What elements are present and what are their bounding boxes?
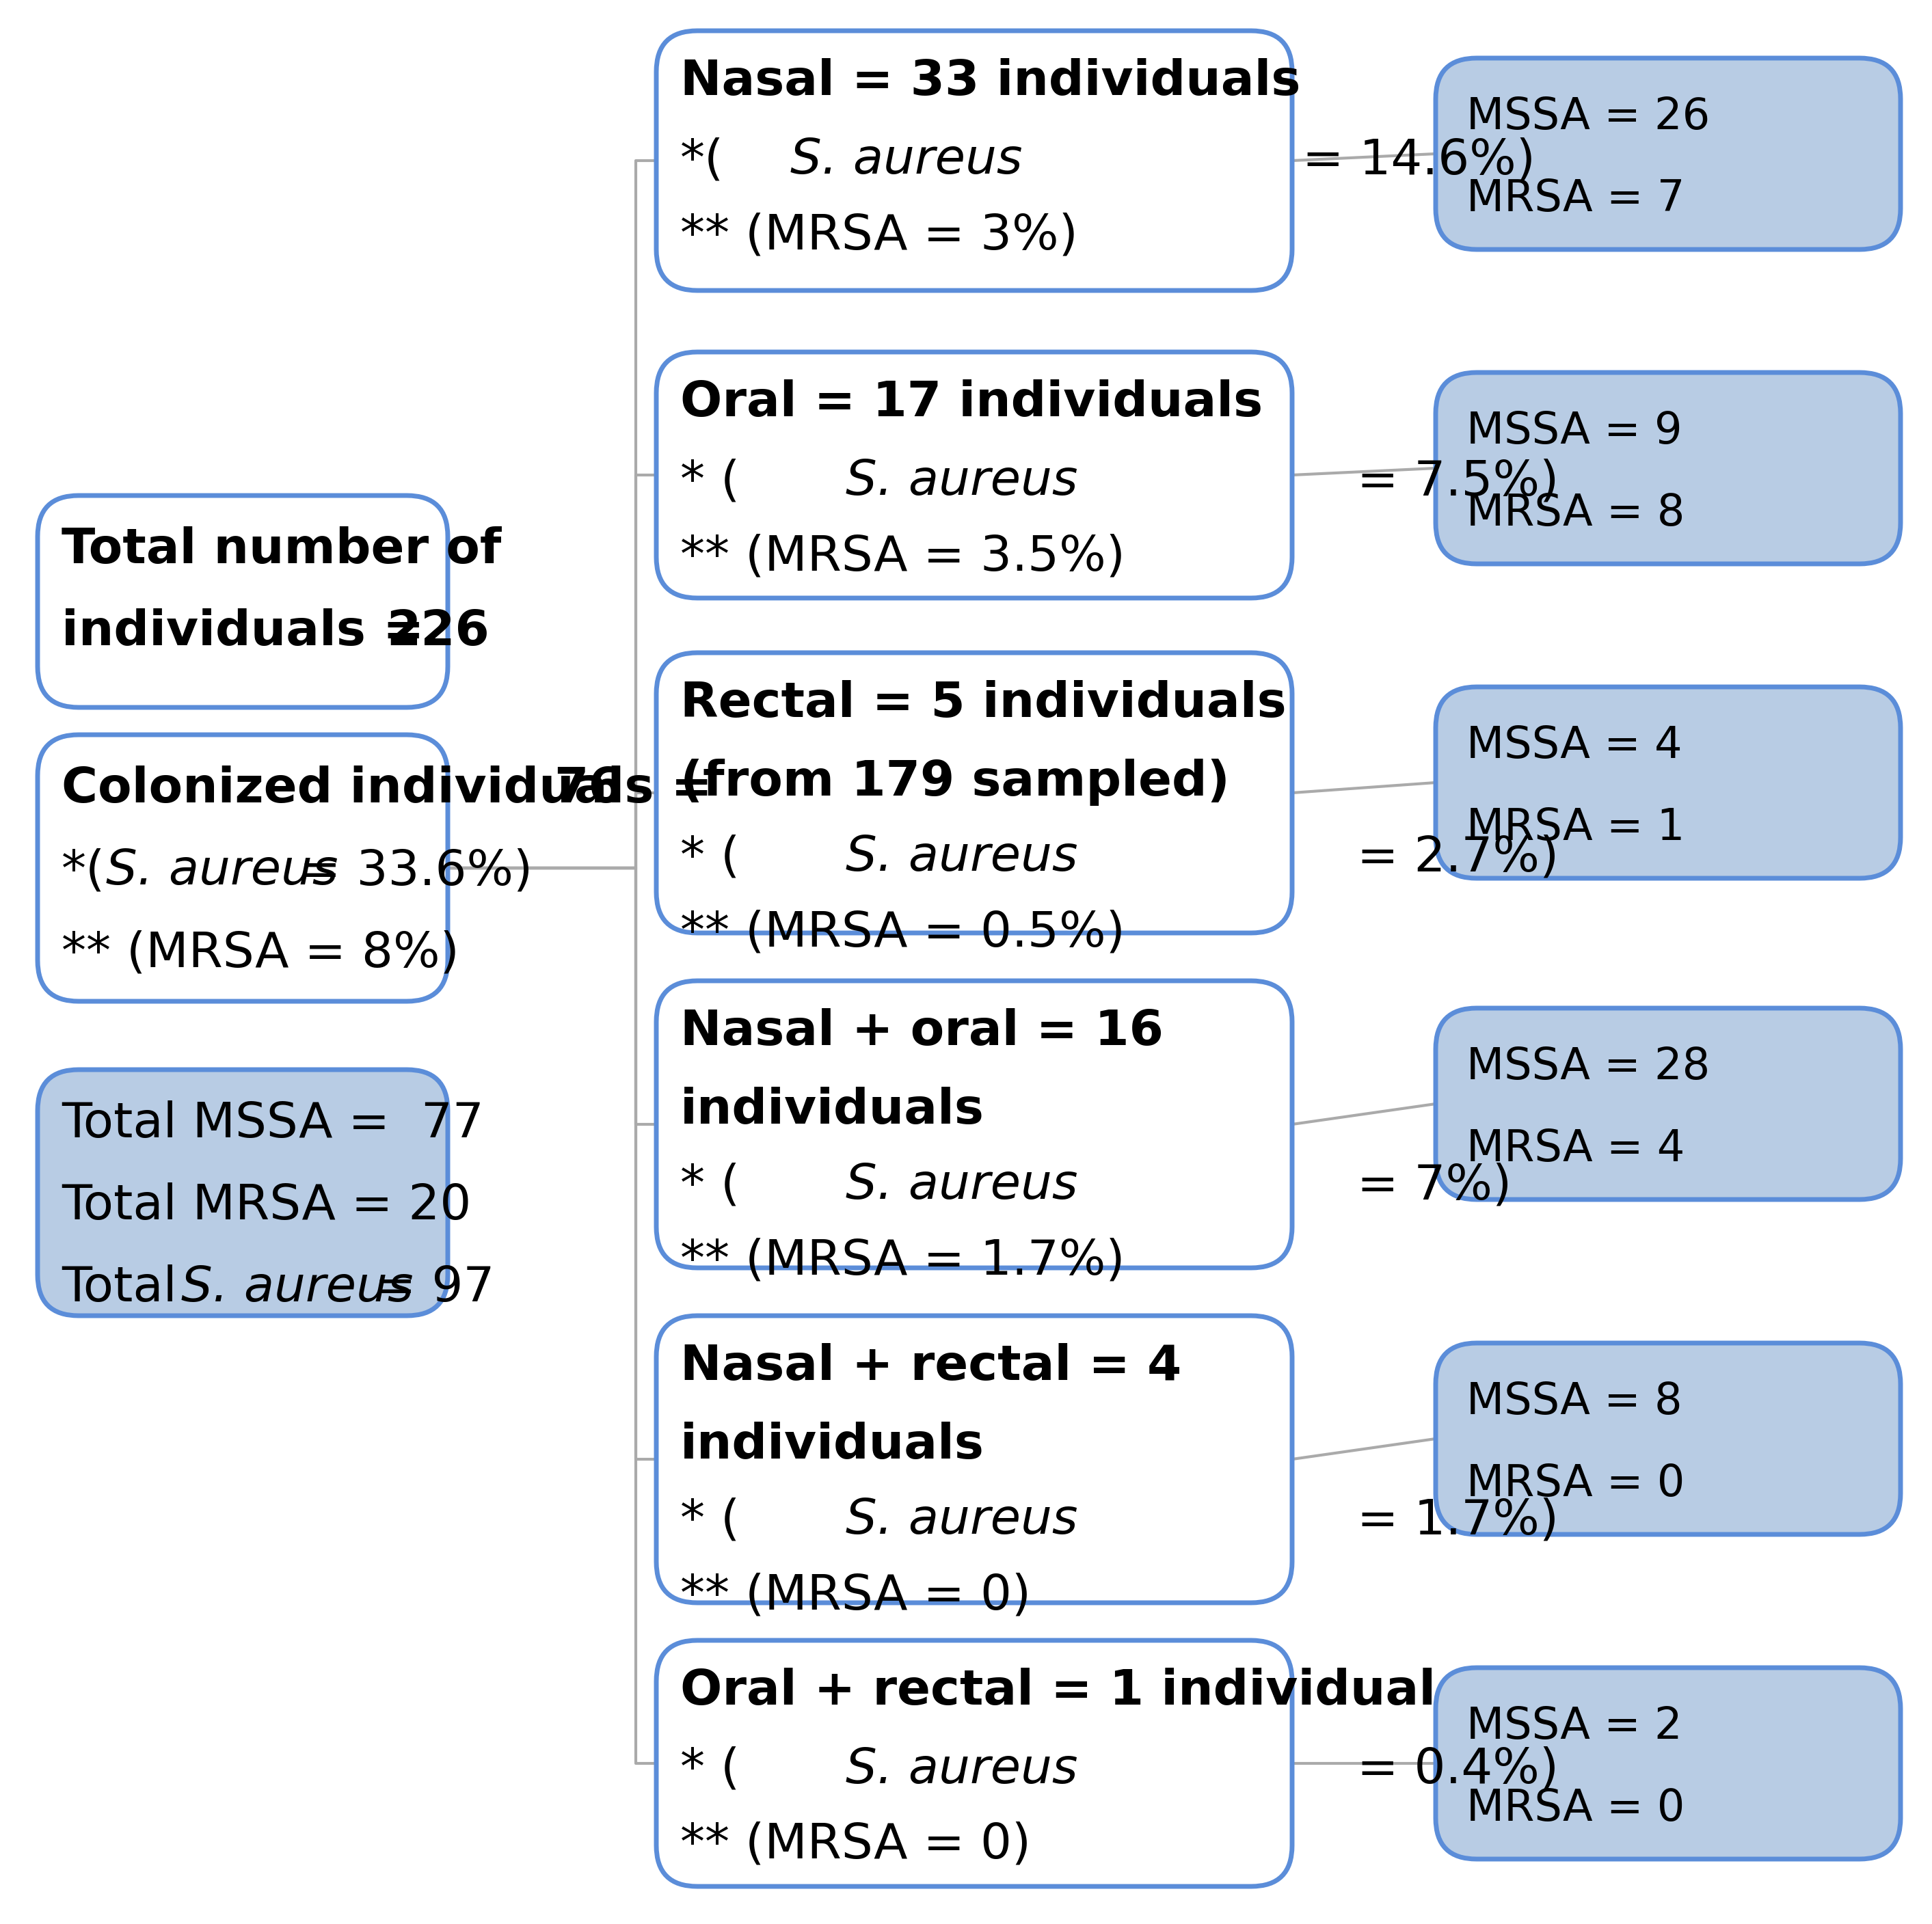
Text: = 7%): = 7%)	[1341, 1162, 1511, 1208]
Text: MRSA = 7: MRSA = 7	[1466, 177, 1685, 219]
Text: *(: *(	[680, 137, 724, 185]
Text: Total MRSA = 20: Total MRSA = 20	[62, 1183, 471, 1229]
FancyBboxPatch shape	[1435, 687, 1901, 877]
FancyBboxPatch shape	[1435, 1008, 1901, 1199]
Text: S. aureus: S. aureus	[106, 847, 338, 895]
FancyBboxPatch shape	[1435, 1668, 1901, 1859]
Text: ** (MRSA = 8%): ** (MRSA = 8%)	[62, 929, 460, 977]
Text: S. aureus: S. aureus	[846, 1747, 1078, 1793]
Text: Nasal + oral = 16: Nasal + oral = 16	[680, 1008, 1163, 1054]
Text: * (: * (	[680, 458, 740, 506]
Text: MRSA = 1: MRSA = 1	[1466, 806, 1685, 848]
Text: = 14.6%): = 14.6%)	[1287, 137, 1536, 185]
Text: MSSA = 9: MSSA = 9	[1466, 410, 1683, 452]
Text: = 0.4%): = 0.4%)	[1341, 1747, 1559, 1793]
Text: ** (MRSA = 0.5%): ** (MRSA = 0.5%)	[680, 908, 1124, 956]
FancyBboxPatch shape	[657, 1641, 1293, 1886]
Text: MSSA = 4: MSSA = 4	[1466, 725, 1683, 768]
Text: S. aureus: S. aureus	[790, 137, 1022, 185]
Text: = 1.7%): = 1.7%)	[1341, 1497, 1559, 1543]
Text: individuals =: individuals =	[62, 608, 440, 656]
Text: ** (MRSA = 0): ** (MRSA = 0)	[680, 1822, 1032, 1868]
Text: MSSA = 8: MSSA = 8	[1466, 1381, 1683, 1424]
Text: S. aureus: S. aureus	[182, 1264, 413, 1312]
FancyBboxPatch shape	[37, 1070, 448, 1316]
Text: * (: * (	[680, 833, 740, 881]
Text: Rectal = 5 individuals: Rectal = 5 individuals	[680, 679, 1287, 727]
Text: * (: * (	[680, 1747, 740, 1793]
Text: MSSA = 26: MSSA = 26	[1466, 96, 1710, 139]
FancyBboxPatch shape	[37, 735, 448, 1000]
FancyBboxPatch shape	[1435, 373, 1901, 564]
Text: Oral + rectal = 1 individual: Oral + rectal = 1 individual	[680, 1668, 1435, 1714]
Text: *(: *(	[62, 847, 106, 895]
Text: MSSA = 2: MSSA = 2	[1466, 1705, 1683, 1747]
Text: MRSA = 4: MRSA = 4	[1466, 1127, 1685, 1170]
Text: S. aureus: S. aureus	[846, 458, 1078, 506]
FancyBboxPatch shape	[37, 496, 448, 708]
Text: S. aureus: S. aureus	[846, 1162, 1078, 1208]
FancyBboxPatch shape	[657, 352, 1293, 598]
Text: Oral = 17 individuals: Oral = 17 individuals	[680, 379, 1264, 427]
Text: = 7.5%): = 7.5%)	[1341, 458, 1559, 506]
Text: * (: * (	[680, 1497, 740, 1543]
Text: Nasal + rectal = 4: Nasal + rectal = 4	[680, 1343, 1182, 1391]
Text: (from 179 sampled): (from 179 sampled)	[680, 758, 1231, 806]
FancyBboxPatch shape	[657, 981, 1293, 1268]
Text: Nasal = 33 individuals: Nasal = 33 individuals	[680, 58, 1300, 106]
Text: individuals: individuals	[680, 1087, 985, 1133]
Text: ** (MRSA = 3.5%): ** (MRSA = 3.5%)	[680, 533, 1124, 581]
Text: 226: 226	[386, 608, 489, 656]
Text: = 2.7%): = 2.7%)	[1341, 833, 1559, 881]
Text: Total MSSA =  77: Total MSSA = 77	[62, 1101, 483, 1147]
Text: ** (MRSA = 1.7%): ** (MRSA = 1.7%)	[680, 1237, 1124, 1283]
Text: = 33.6%): = 33.6%)	[284, 847, 533, 895]
FancyBboxPatch shape	[1435, 1343, 1901, 1535]
Text: MRSA = 8: MRSA = 8	[1466, 493, 1685, 535]
Text: = 97: = 97	[359, 1264, 495, 1312]
FancyBboxPatch shape	[657, 1316, 1293, 1603]
Text: individuals: individuals	[680, 1422, 985, 1468]
Text: ** (MRSA = 0): ** (MRSA = 0)	[680, 1572, 1032, 1620]
Text: MRSA = 0: MRSA = 0	[1466, 1787, 1685, 1830]
Text: * (: * (	[680, 1162, 740, 1208]
Text: Colonized individuals =: Colonized individuals =	[62, 766, 730, 812]
Text: MSSA = 28: MSSA = 28	[1466, 1047, 1710, 1089]
FancyBboxPatch shape	[657, 31, 1293, 291]
Text: S. aureus: S. aureus	[846, 833, 1078, 881]
Text: MRSA = 0: MRSA = 0	[1466, 1462, 1685, 1505]
Text: 76: 76	[554, 766, 622, 812]
FancyBboxPatch shape	[657, 652, 1293, 933]
Text: S. aureus: S. aureus	[846, 1497, 1078, 1543]
Text: Total: Total	[62, 1264, 209, 1312]
Text: ** (MRSA = 3%): ** (MRSA = 3%)	[680, 212, 1078, 260]
FancyBboxPatch shape	[1435, 58, 1901, 250]
Text: Total number of: Total number of	[62, 527, 502, 573]
